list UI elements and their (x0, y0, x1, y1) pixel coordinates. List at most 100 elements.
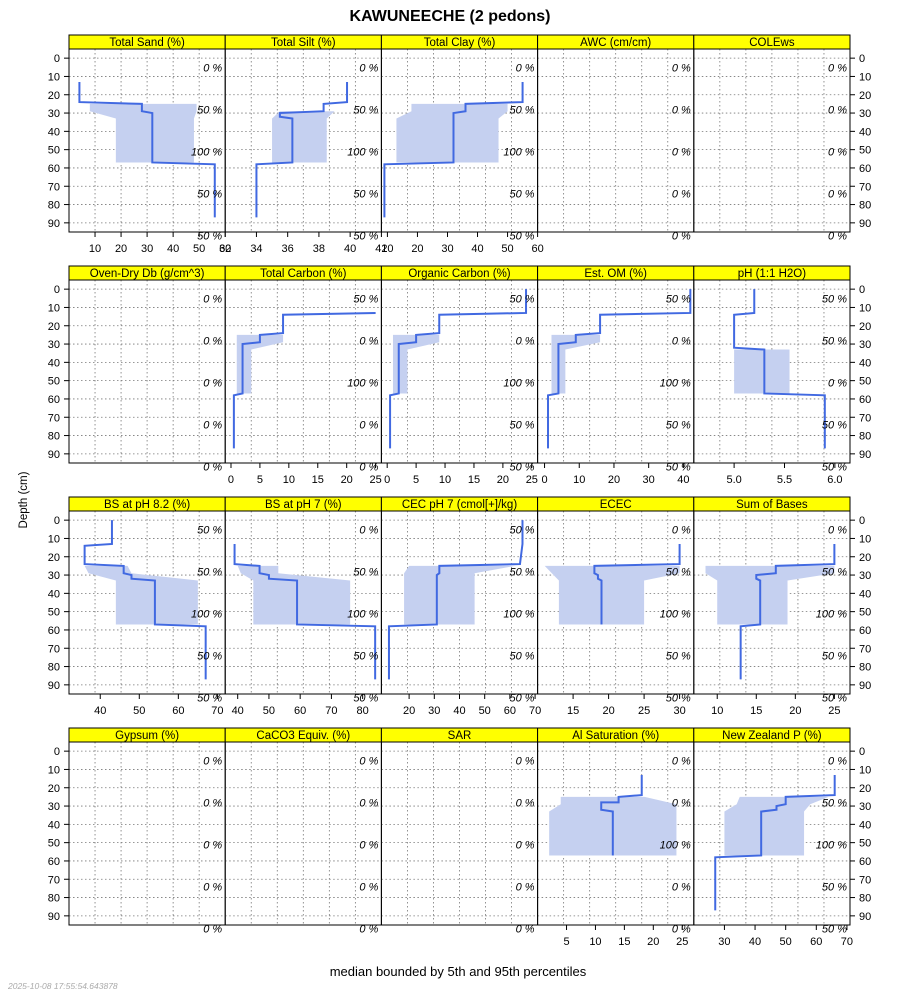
depth-tick-label-right: 40 (859, 819, 871, 831)
data-completeness-label: 0 % (203, 420, 222, 432)
depth-tick-label-left: 70 (48, 874, 60, 886)
median-line (733, 289, 826, 449)
timestamp: 2025-10-08 17:55:54.643878 (7, 981, 118, 991)
data-completeness-label: 0 % (203, 335, 222, 347)
data-completeness-label: 0 % (359, 62, 378, 74)
x-tick-label: 50 (133, 705, 145, 717)
panel-11: BS at pH 7 (%) 0 % 50 % 100 % 50 % 50 % 40 50 60… (224, 496, 382, 717)
depth-tick-label-right: 0 (859, 284, 865, 296)
data-completeness-label: 50 % (510, 462, 535, 474)
depth-tick-label-right: 90 (859, 911, 871, 923)
x-tick-label: 25 (369, 474, 381, 486)
x-tick-label: 40 (94, 705, 106, 717)
depth-tick-label-right: 0 (859, 515, 865, 527)
depth-tick-label-left: 20 (48, 552, 60, 564)
x-tick-label: 40 (749, 936, 761, 948)
x-tick-label: 10 (573, 474, 585, 486)
x-tick-label: 20 (411, 243, 423, 255)
x-tick-label: 15 (750, 705, 762, 717)
median-line (714, 774, 836, 911)
depth-tick-label-right: 0 (859, 53, 865, 65)
depth-tick-label-right: 80 (859, 893, 871, 905)
data-completeness-label: 50 % (822, 566, 847, 578)
panel-title: Gypsum (%) (115, 730, 179, 742)
data-completeness-label: 50 % (353, 231, 378, 243)
panel-title: Total Sand (%) (109, 37, 185, 49)
y-axis-label: Depth (cm) (18, 471, 30, 528)
data-completeness-label: 50 % (510, 651, 535, 663)
panel-3: AWC (cm/cm) 0 % 0 % 0 % 0 % 0 % (537, 34, 695, 243)
x-tick-label: 60 (172, 705, 184, 717)
x-tick-label: 25 (526, 474, 538, 486)
depth-tick-label-right: 0 (859, 746, 865, 758)
depth-tick-label-right: 20 (859, 783, 871, 795)
x-tick-label: 25 (828, 705, 840, 717)
data-completeness-label: 0 % (672, 797, 691, 809)
x-tick-label: 40 (677, 474, 689, 486)
depth-tick-label-right: 70 (859, 874, 871, 886)
panel-title: New Zealand P (%) (722, 730, 822, 742)
data-completeness-label: 50 % (822, 293, 847, 305)
data-completeness-label: 100 % (191, 608, 222, 620)
median-line (83, 520, 207, 680)
data-completeness-label: 50 % (666, 651, 691, 663)
x-tick-label: 70 (529, 705, 541, 717)
x-tick-label: 36 (282, 243, 294, 255)
data-completeness-label: 100 % (347, 608, 378, 620)
data-completeness-label: 50 % (510, 231, 535, 243)
x-tick-label: 42 (375, 243, 387, 255)
x-tick-label: 6.0 (827, 474, 842, 486)
depth-tick-label-left: 60 (48, 394, 60, 406)
panel-frame (693, 48, 851, 233)
panel-4: COLEws 0 % 0 % 0 % 0 % 0 % (693, 34, 851, 243)
x-tick-label: 15 (567, 705, 579, 717)
x-tick-label: 20 (115, 243, 127, 255)
data-completeness-label: 0 % (828, 755, 847, 767)
x-tick-label: 32 (219, 243, 231, 255)
x-tick-label: 70 (211, 705, 223, 717)
data-completeness-label: 0 % (672, 335, 691, 347)
depth-tick-label-left: 60 (48, 163, 60, 175)
x-tick-label: 30 (441, 243, 453, 255)
panel-13: ECEC 0 % 50 % 100 % 50 % 50 % 15 20 25 30 (537, 496, 695, 717)
data-completeness-label: 100 % (503, 146, 534, 158)
depth-tick-label-right: 50 (859, 607, 871, 619)
depth-tick-label-left: 40 (48, 126, 60, 138)
x-tick-label: 25 (638, 705, 650, 717)
x-tick-label: 60 (810, 936, 822, 948)
data-completeness-label: 50 % (666, 293, 691, 305)
depth-tick-label-right: 80 (859, 662, 871, 674)
median-line (255, 81, 349, 218)
data-completeness-label: 50 % (666, 462, 691, 474)
data-completeness-label: 50 % (666, 420, 691, 432)
x-tick-label: 5 (257, 474, 263, 486)
depth-tick-label-right: 30 (859, 801, 871, 813)
panel-title: CEC pH 7 (cmol[+]/kg) (402, 499, 518, 511)
x-axis-label: median bounded by 5th and 95th percentil… (330, 964, 587, 979)
depth-tick-label-right: 10 (859, 764, 871, 776)
data-completeness-label: 0 % (516, 755, 535, 767)
panel-title: Total Silt (%) (271, 37, 336, 49)
data-completeness-label: 50 % (822, 797, 847, 809)
data-completeness-label: 0 % (359, 797, 378, 809)
depth-tick-label-right: 70 (859, 412, 871, 424)
depth-tick-label-left: 90 (48, 449, 60, 461)
data-completeness-label: 50 % (197, 566, 222, 578)
depth-tick-label-right: 20 (859, 552, 871, 564)
median-line (233, 543, 377, 680)
data-completeness-label: 0 % (203, 882, 222, 894)
data-completeness-label: 50 % (666, 693, 691, 705)
data-completeness-label: 50 % (822, 335, 847, 347)
x-tick-label: 0 (384, 474, 390, 486)
x-tick-label: 10 (711, 705, 723, 717)
x-tick-label: 40 (232, 705, 244, 717)
depth-tick-label-left: 30 (48, 108, 60, 120)
depth-tick-label-left: 70 (48, 181, 60, 193)
data-completeness-label: 50 % (822, 882, 847, 894)
x-tick-label: 10 (381, 243, 393, 255)
data-completeness-label: 0 % (516, 797, 535, 809)
panel-5: Oven-Dry Db (g/cm^3) 0 % 0 % 0 % 0 % 0 % (68, 265, 226, 474)
depth-tick-label-left: 30 (48, 801, 60, 813)
panel-title: Al Saturation (%) (572, 730, 659, 742)
percentile-band (84, 565, 198, 625)
